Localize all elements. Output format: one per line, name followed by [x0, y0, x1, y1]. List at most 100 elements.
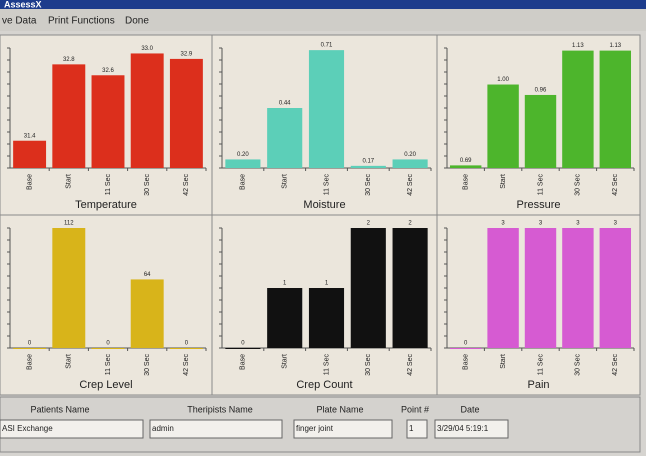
x-tick-label: 30 Sec [144, 354, 151, 376]
value-label: 1.13 [609, 43, 621, 49]
x-tick-label: Start [500, 174, 507, 189]
bar [225, 348, 261, 349]
field-label: Theripists Name [187, 404, 253, 414]
chart-title: Moisture [303, 199, 345, 211]
field-value: admin [152, 424, 174, 433]
field-label: Patients Name [30, 404, 89, 414]
menu-bar [0, 9, 646, 31]
value-label: 3 [501, 221, 505, 227]
bar [487, 84, 519, 168]
x-tick-label: 42 Sec [183, 354, 190, 376]
field-label: Plate Name [316, 404, 363, 414]
x-tick-label: 30 Sec [144, 174, 151, 196]
x-tick-label: 30 Sec [365, 354, 372, 376]
x-tick-label: Base [463, 354, 470, 370]
menu-item[interactable]: ve Data [2, 16, 37, 27]
value-label: 0 [241, 341, 245, 347]
bar [392, 159, 428, 168]
x-tick-label: Start [66, 174, 73, 189]
value-label: 33.0 [141, 46, 153, 52]
bar [524, 94, 557, 168]
bar [350, 165, 386, 168]
field-value: finger joint [296, 424, 334, 433]
bar [599, 228, 632, 348]
x-tick-label: Start [500, 354, 507, 369]
value-label: 3 [576, 221, 580, 227]
bar [524, 228, 557, 348]
bar [267, 288, 303, 348]
bar [562, 228, 594, 348]
x-tick-label: 11 Sec [537, 174, 544, 196]
chart-title: Crep Count [296, 379, 352, 391]
value-label: 0.69 [460, 158, 472, 164]
field-value: 1 [409, 424, 414, 433]
charts: 31.4 Base 32.8 Start 32.6 11 Sec 33.0 30 Sec 32.… [0, 34, 641, 396]
x-tick-label: 11 Sec [537, 354, 544, 376]
bar [13, 140, 47, 168]
bar [52, 228, 86, 348]
value-label: 1 [283, 281, 287, 287]
x-tick-label: Base [240, 354, 247, 370]
value-label: 32.6 [102, 68, 114, 74]
bar [91, 348, 125, 349]
field-box [149, 419, 283, 439]
value-label: 1.13 [572, 43, 584, 49]
field-box [406, 419, 428, 439]
x-tick-label: 42 Sec [183, 174, 190, 196]
field-box [0, 419, 144, 439]
chart-title: Crep Level [79, 379, 132, 391]
menu-item[interactable]: Print Functions [48, 16, 115, 27]
x-tick-label: Start [66, 354, 73, 369]
bar [130, 279, 164, 348]
value-label: 0 [185, 341, 189, 347]
x-tick-label: Base [26, 174, 33, 190]
value-label: 0 [106, 341, 110, 347]
value-label: 1 [325, 281, 329, 287]
bar [225, 159, 261, 168]
value-label: 0.71 [321, 43, 333, 49]
field-value: ASI Exchange [2, 424, 53, 433]
x-tick-label: Start [282, 174, 289, 189]
bar [487, 228, 519, 348]
x-tick-label: 11 Sec [323, 174, 330, 196]
x-tick-label: 42 Sec [612, 354, 619, 376]
chart-title: Pain [527, 379, 549, 391]
x-tick-label: Start [282, 354, 289, 369]
title-bar [0, 0, 646, 9]
x-tick-label: 11 Sec [105, 174, 112, 196]
form: Patients Name ASI Exchange Theripists Name… [0, 396, 641, 453]
bar [169, 348, 203, 349]
window-title: AssessX [4, 0, 42, 9]
bar [562, 50, 594, 168]
chart-title: Pressure [516, 199, 560, 211]
value-label: 32.8 [63, 57, 75, 63]
field-label: Point # [401, 404, 429, 414]
bar [350, 228, 386, 348]
x-tick-label: Base [463, 174, 470, 190]
value-label: 3 [614, 221, 618, 227]
value-label: 31.4 [24, 133, 36, 139]
x-tick-label: 30 Sec [575, 174, 582, 196]
x-tick-label: 42 Sec [407, 174, 414, 196]
value-label: 2 [408, 221, 412, 227]
menu-item[interactable]: Done [125, 16, 149, 27]
bar [13, 348, 47, 349]
bar [52, 64, 86, 168]
x-tick-label: 30 Sec [575, 354, 582, 376]
field-label: Date [460, 404, 479, 414]
bar [392, 228, 428, 348]
x-tick-label: Base [240, 174, 247, 190]
value-label: 0.17 [362, 158, 374, 164]
x-tick-label: 11 Sec [323, 354, 330, 376]
bar [308, 288, 345, 348]
bar [599, 50, 632, 168]
bar [91, 75, 125, 168]
x-tick-label: 42 Sec [612, 174, 619, 196]
field-value: 3/29/04 5:19:1 [437, 424, 489, 433]
value-label: 112 [64, 221, 74, 227]
chart-title: Temperature [75, 199, 137, 211]
x-tick-label: 42 Sec [407, 354, 414, 376]
value-label: 0.20 [237, 152, 249, 158]
field-box [293, 419, 393, 439]
value-label: 1.00 [497, 77, 509, 83]
